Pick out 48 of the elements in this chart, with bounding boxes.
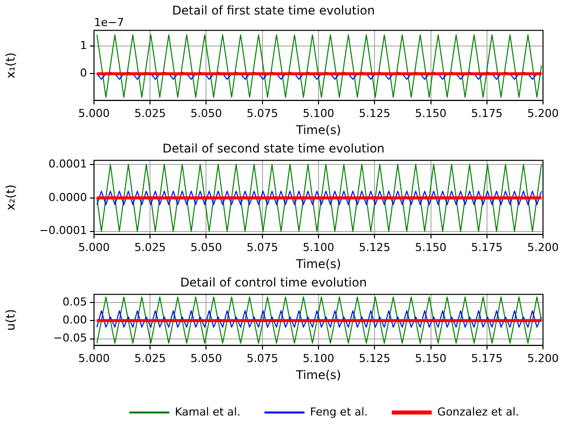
x-axis-title: Time(s)	[295, 122, 341, 137]
y-axis-title: u(t)	[3, 309, 18, 331]
x-tick-label: 5.150	[415, 240, 446, 254]
x-tick-label: 5.100	[302, 352, 334, 365]
chart-title: Detail of second state time evolution	[162, 141, 385, 156]
y-axis-title: x₂(t)	[3, 184, 18, 210]
y-tick-label: −0.0001	[39, 224, 87, 238]
legend-label: Gonzalez et al.	[437, 405, 520, 418]
y-tick-label: 0.00	[62, 313, 87, 326]
x-tick-label: 5.175	[471, 352, 503, 365]
y-tick-label: 0.05	[62, 295, 87, 308]
x-axis-title: Time(s)	[295, 256, 341, 271]
x-tick-label: 5.125	[358, 106, 390, 120]
y-tick-label: 0.0001	[48, 157, 87, 170]
x-tick-label: 5.050	[190, 106, 222, 120]
x-axis-title: Time(s)	[295, 368, 341, 382]
y-tick-label: 1	[80, 38, 87, 52]
x-tick-label: 5.025	[134, 352, 166, 365]
legend-label: Feng et al.	[310, 405, 368, 418]
x-tick-label: 5.150	[415, 106, 446, 120]
x-tick-label: 5.000	[78, 106, 110, 120]
x-tick-label: 5.050	[190, 352, 222, 365]
chart-title: Detail of control time evolution	[180, 275, 367, 290]
y-tick-label: 0	[80, 66, 87, 80]
x-tick-label: 5.025	[134, 106, 166, 120]
y-axis-title: x₁(t)	[3, 52, 18, 78]
x-tick-label: 5.150	[415, 352, 446, 365]
x-tick-label: 5.125	[358, 352, 390, 365]
y-tick-label: −0.05	[53, 332, 87, 345]
x-tick-label: 5.075	[246, 352, 278, 365]
x-tick-label: 5.200	[527, 352, 559, 365]
y-tick-label: 0.0000	[48, 190, 87, 204]
x-tick-label: 5.175	[471, 240, 503, 254]
x-tick-label: 5.100	[302, 106, 334, 120]
legend-label: Kamal et al.	[174, 405, 240, 418]
x-tick-label: 5.050	[190, 240, 222, 254]
x-tick-label: 5.075	[246, 240, 278, 254]
x-tick-label: 5.200	[527, 106, 559, 120]
x-tick-label: 5.000	[78, 352, 110, 365]
x-tick-label: 5.075	[246, 106, 278, 120]
x-tick-label: 5.100	[302, 240, 334, 254]
x-tick-label: 5.200	[527, 240, 559, 254]
x-tick-label: 5.175	[471, 106, 503, 120]
x-tick-label: 5.000	[78, 240, 110, 254]
chart-title: Detail of first state time evolution	[172, 3, 375, 18]
text: 1e−7	[94, 16, 124, 29]
x-tick-label: 5.025	[134, 240, 166, 254]
x-tick-label: 5.125	[358, 240, 390, 254]
